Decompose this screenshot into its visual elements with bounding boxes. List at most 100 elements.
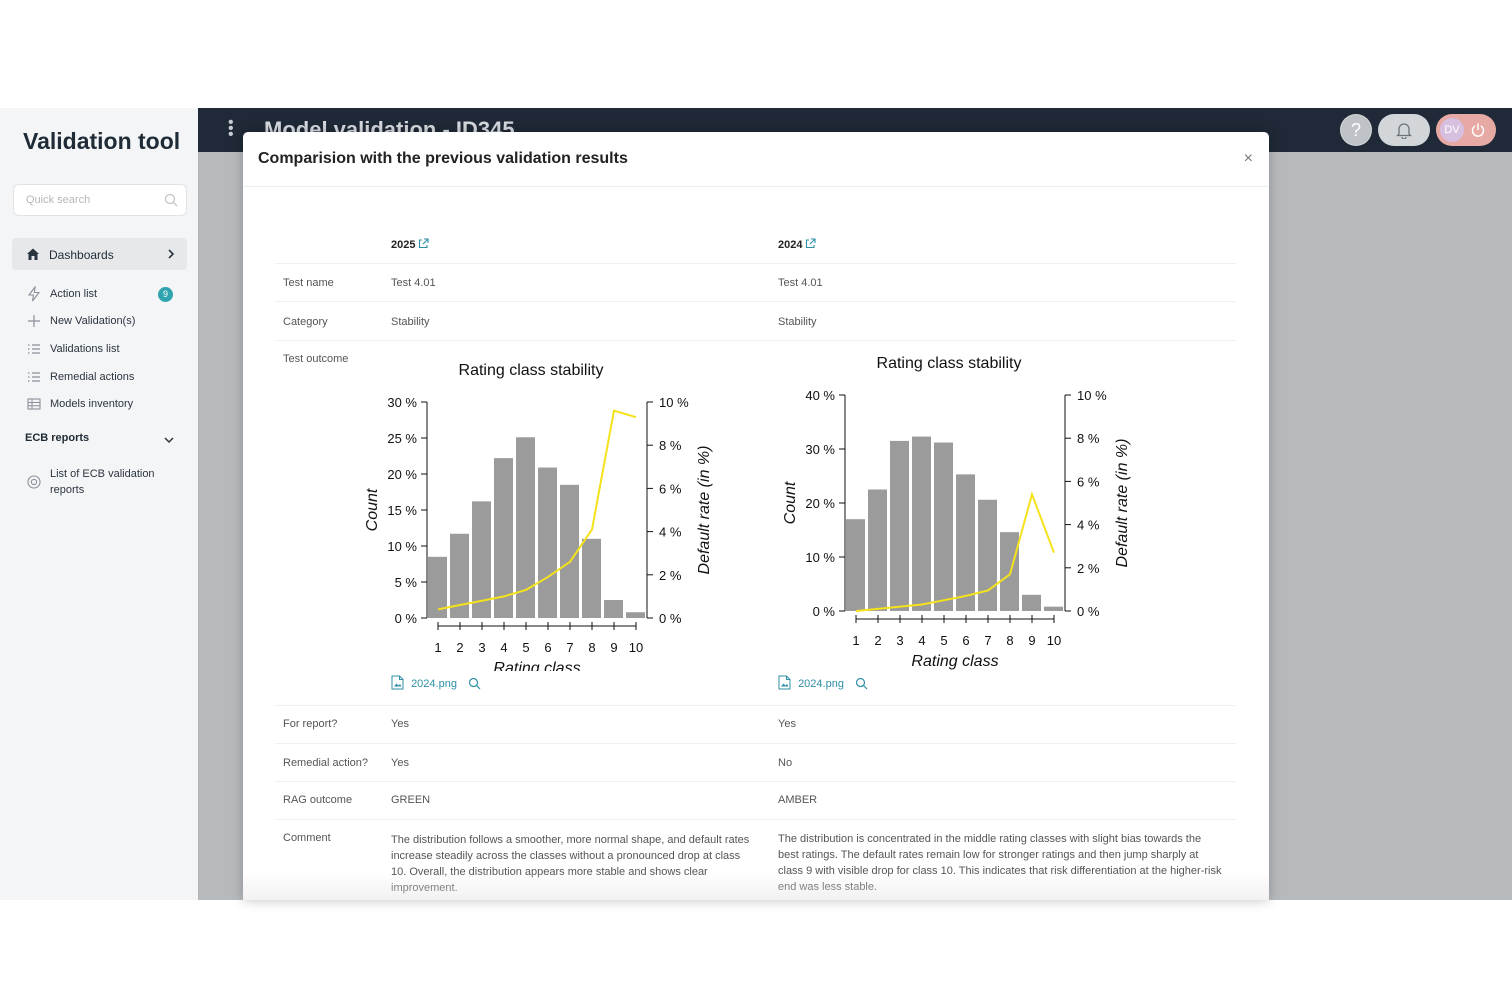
- sidebar-item-label: Models inventory: [50, 398, 134, 410]
- x-tick-label: 10: [629, 640, 643, 655]
- help-button[interactable]: ?: [1340, 114, 1372, 146]
- bell-icon: [1396, 123, 1412, 139]
- x-tick-label: 3: [478, 640, 485, 655]
- chart-bar: [846, 519, 865, 611]
- plus-icon: [28, 315, 40, 327]
- x-tick-label: 9: [1028, 633, 1035, 648]
- x-tick-label: 2: [456, 640, 463, 655]
- home-icon: [27, 248, 39, 260]
- sidebar-item-label: Action list: [50, 288, 98, 300]
- search-icon[interactable]: [468, 677, 481, 690]
- column-year: 2025: [391, 239, 416, 251]
- close-icon[interactable]: ×: [1243, 150, 1253, 167]
- search-placeholder: Quick search: [26, 194, 91, 206]
- y-tick-label: 20 %: [387, 467, 417, 482]
- brand-title: Validation tool: [23, 128, 181, 154]
- list-icon: [28, 372, 40, 382]
- x-tick-label: 4: [500, 640, 507, 655]
- y-tick-label: 0 %: [813, 604, 836, 619]
- y-tick-label: 30 %: [805, 442, 835, 457]
- table-header-row: 2025 2024: [275, 225, 1236, 264]
- y2-tick-label: 2 %: [1077, 561, 1100, 576]
- x-tick-label: 8: [588, 640, 595, 655]
- x-tick-label: 1: [434, 640, 441, 655]
- row-label: RAG outcome: [283, 794, 353, 806]
- y2-tick-label: 8 %: [659, 438, 682, 453]
- chart-bar: [516, 437, 535, 618]
- chevron-right-icon: [168, 249, 175, 259]
- chart-bar: [978, 499, 997, 611]
- year-2025-link[interactable]: 2025: [391, 238, 430, 251]
- y-tick-label: 30 %: [387, 395, 417, 410]
- y-tick-label: 0 %: [395, 611, 418, 626]
- help-icon: ?: [1341, 115, 1371, 145]
- notifications-button[interactable]: [1378, 114, 1430, 146]
- sidebar-item-label: Validations list: [50, 343, 120, 355]
- menu-dots-icon[interactable]: • • •: [228, 114, 234, 143]
- scroll-fade: [243, 872, 1269, 900]
- table-row-test-outcome: Test outcome Rating class stability 0 % 5 …: [275, 340, 1236, 706]
- table-row: Remedial action? Yes No: [275, 743, 1236, 782]
- chart-title: Rating class stability: [459, 362, 604, 379]
- cell-value: Yes: [778, 718, 796, 730]
- y-axis-label: Count: [782, 481, 799, 524]
- sidebar-item-label: Dashboards: [49, 248, 114, 262]
- y2-tick-label: 10 %: [1077, 388, 1107, 403]
- row-label: Remedial action?: [283, 757, 368, 769]
- x-axis-label: Rating class: [911, 653, 998, 670]
- sidebar-item-dashboards[interactable]: Dashboards: [12, 238, 187, 270]
- x-tick-label: 8: [1006, 633, 1013, 648]
- row-label: Test name: [283, 277, 334, 289]
- power-icon: [1471, 123, 1485, 137]
- file-link-2025[interactable]: 2024.png: [391, 675, 481, 690]
- x-tick-label: 2: [874, 633, 881, 648]
- quick-search-input[interactable]: Quick search: [13, 184, 187, 216]
- y-tick-label: 20 %: [805, 496, 835, 511]
- x-tick-label: 1: [852, 633, 859, 648]
- chart-bar: [538, 467, 557, 618]
- y-tick-label: 10 %: [387, 539, 417, 554]
- chevron-down-icon[interactable]: [164, 436, 174, 444]
- y2-tick-label: 4 %: [1077, 518, 1100, 533]
- y-axis-label: Count: [364, 488, 381, 531]
- sidebar: Validation tool Quick search Dashboards …: [0, 108, 199, 900]
- chart-bar: [1044, 606, 1063, 611]
- chart-bar: [1022, 594, 1041, 611]
- y2-tick-label: 10 %: [659, 395, 689, 410]
- divider: [243, 186, 1269, 187]
- chart-bar: [890, 440, 909, 611]
- ecb-reports-section[interactable]: ECB reports: [25, 432, 90, 444]
- chart-bar: [868, 489, 887, 611]
- x-tick-label: 9: [610, 640, 617, 655]
- cell-value: Stability: [778, 316, 817, 328]
- search-icon[interactable]: [855, 677, 868, 690]
- target-icon: [27, 475, 41, 489]
- y-tick-label: 5 %: [395, 575, 418, 590]
- table-row: Category Stability Stability: [275, 301, 1236, 341]
- external-link-icon: [419, 238, 430, 249]
- file-name: 2024.png: [798, 678, 844, 690]
- year-2024-link[interactable]: 2024: [778, 238, 817, 251]
- chart-bar: [450, 533, 469, 618]
- external-link-icon: [806, 238, 817, 249]
- x-tick-label: 5: [522, 640, 529, 655]
- x-tick-label: 3: [896, 633, 903, 648]
- cell-value: Yes: [391, 718, 409, 730]
- y2-tick-label: 0 %: [659, 611, 682, 626]
- table-row: For report? Yes Yes: [275, 705, 1236, 744]
- sidebar-item-label: Remedial actions: [50, 371, 135, 383]
- file-link-2024[interactable]: 2024.png: [778, 675, 868, 690]
- x-tick-label: 10: [1047, 633, 1061, 648]
- y2-tick-label: 4 %: [659, 525, 682, 540]
- row-label: For report?: [283, 718, 338, 730]
- chart-title: Rating class stability: [877, 355, 1022, 372]
- y2-tick-label: 8 %: [1077, 431, 1100, 446]
- cell-value: Yes: [391, 757, 409, 769]
- svg-text:?: ?: [1351, 120, 1361, 140]
- rag-badge-2024: AMBER: [778, 794, 818, 806]
- x-tick-label: 6: [962, 633, 969, 648]
- user-menu-button[interactable]: DV: [1436, 114, 1496, 146]
- chart-bar: [494, 458, 513, 618]
- chart-bar: [956, 474, 975, 611]
